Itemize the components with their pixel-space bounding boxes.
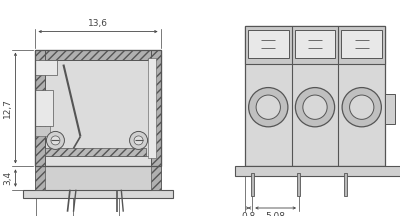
Circle shape — [249, 87, 288, 127]
Bar — [235, 166, 400, 176]
Bar — [24, 190, 172, 198]
Bar — [344, 173, 347, 196]
Bar — [36, 166, 160, 190]
Circle shape — [51, 136, 60, 145]
Bar — [46, 60, 150, 156]
Bar — [150, 166, 160, 190]
Bar — [245, 26, 385, 64]
Bar — [248, 30, 289, 58]
Text: 13,6: 13,6 — [88, 19, 108, 28]
Bar — [148, 58, 156, 158]
Circle shape — [303, 95, 327, 119]
Bar — [298, 173, 300, 196]
Bar — [36, 91, 54, 125]
Bar — [36, 50, 160, 166]
Bar — [36, 166, 46, 190]
Bar — [36, 125, 50, 135]
Bar — [46, 148, 146, 156]
Bar — [36, 50, 46, 166]
Text: 0,8: 0,8 — [242, 212, 256, 216]
Circle shape — [46, 131, 64, 149]
Bar — [295, 30, 335, 58]
Circle shape — [130, 131, 148, 149]
Bar — [341, 30, 382, 58]
Text: 5,08: 5,08 — [266, 212, 286, 216]
Bar — [36, 50, 160, 60]
Bar — [385, 94, 395, 124]
Bar — [150, 50, 160, 166]
Text: 3,4: 3,4 — [4, 171, 12, 185]
Bar — [245, 26, 385, 166]
Circle shape — [342, 87, 381, 127]
Circle shape — [134, 136, 143, 145]
Text: 12,7: 12,7 — [4, 98, 12, 118]
Bar — [36, 60, 58, 75]
Circle shape — [295, 87, 335, 127]
Circle shape — [350, 95, 374, 119]
Circle shape — [256, 95, 280, 119]
Bar — [251, 173, 254, 196]
